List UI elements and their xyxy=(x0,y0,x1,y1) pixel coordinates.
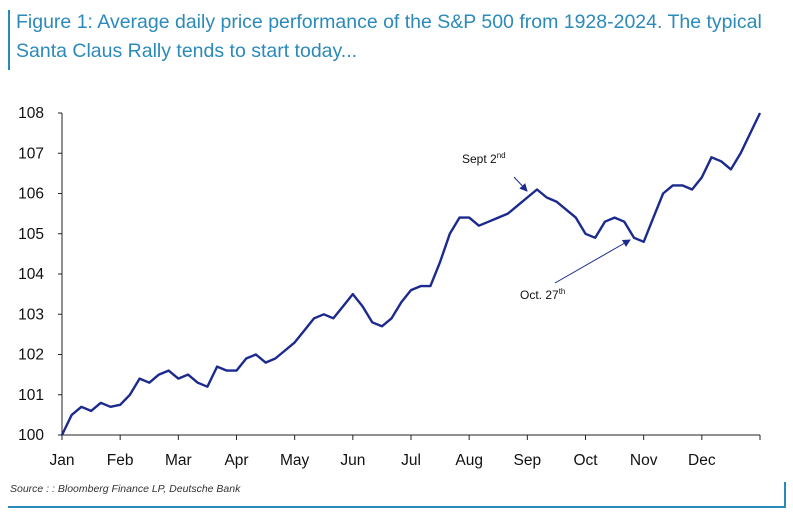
x-tick-label: Apr xyxy=(224,452,248,469)
x-tick-label: Jan xyxy=(50,452,75,469)
x-tick-label: Jun xyxy=(340,452,365,469)
y-tick-label: 105 xyxy=(18,226,44,243)
source: Source : : Bloomberg Finance LP, Deutsch… xyxy=(10,483,241,495)
annotation-arrow xyxy=(513,176,528,192)
annotation: Oct. 27th xyxy=(520,287,565,302)
annotation-sup: th xyxy=(559,287,566,296)
annotation: Sept 2nd xyxy=(462,151,506,166)
annotation-arrow xyxy=(554,239,631,284)
annotation-text: Oct. 27 xyxy=(520,288,559,302)
x-tick-label: Aug xyxy=(455,452,483,469)
y-tick-label: 104 xyxy=(18,266,44,283)
y-tick-label: 107 xyxy=(18,145,44,162)
y-tick-label: 102 xyxy=(18,347,44,364)
annotation-sup: nd xyxy=(497,151,506,160)
y-tick-label: 101 xyxy=(18,387,44,404)
frame-line xyxy=(8,506,786,508)
accent-bar xyxy=(8,10,10,70)
x-tick-label: Mar xyxy=(165,452,192,469)
y-tick-label: 100 xyxy=(18,427,44,444)
y-tick-label: 108 xyxy=(18,105,44,122)
x-tick-label: Sep xyxy=(514,452,542,469)
chart-title: Figure 1: Average daily price performanc… xyxy=(16,11,762,62)
x-tick-label: Feb xyxy=(107,452,134,469)
x-tick-label: Oct xyxy=(573,452,598,469)
y-tick-label: 106 xyxy=(18,186,44,203)
chart: 100 101 102 103 104 105 106 107 108 Jan Feb Mar Apr M… xyxy=(18,105,762,469)
y-tick-label: 103 xyxy=(18,306,44,323)
x-tick-label: May xyxy=(280,452,310,469)
annotation-text: Sept 2 xyxy=(462,152,497,166)
x-tick-label: Dec xyxy=(688,452,716,469)
x-tick-label: Nov xyxy=(630,452,658,469)
data-line xyxy=(60,112,762,436)
x-tick-label: Jul xyxy=(401,452,421,469)
frame-line xyxy=(784,482,786,508)
